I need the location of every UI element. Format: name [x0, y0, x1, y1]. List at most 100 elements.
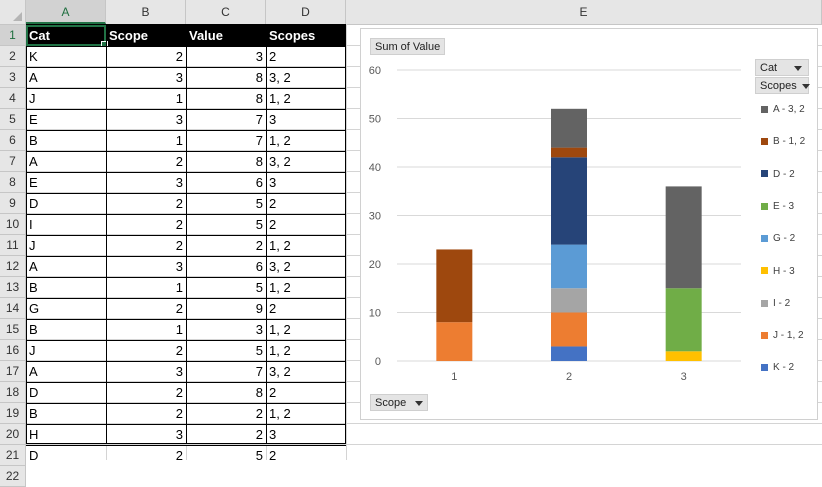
cell-cat[interactable]: J	[29, 91, 36, 106]
row-header-10[interactable]: 10	[0, 214, 26, 235]
cell-value[interactable]: 5	[255, 217, 263, 232]
cell-cat[interactable]: E	[29, 112, 38, 127]
cell-scope[interactable]: 2	[175, 238, 183, 253]
cell-value[interactable]: 8	[255, 70, 263, 85]
cell-scope[interactable]: 2	[175, 49, 183, 64]
cell-scopes[interactable]: 3	[269, 427, 277, 442]
cell-scopes[interactable]: 2	[269, 385, 277, 400]
cell-value[interactable]: 2	[255, 427, 263, 442]
cell-scopes[interactable]: 2	[269, 196, 277, 211]
cell-scopes[interactable]: 1, 2	[269, 343, 291, 358]
cell-scope[interactable]: 2	[175, 217, 183, 232]
cell-scopes[interactable]: 3, 2	[269, 154, 291, 169]
bar-segment[interactable]	[551, 147, 587, 158]
row-header-8[interactable]: 8	[0, 172, 26, 193]
cell-value[interactable]: 5	[255, 280, 263, 295]
cell-scopes[interactable]: 1, 2	[269, 91, 291, 106]
bar-segment[interactable]	[436, 322, 473, 361]
column-header-b[interactable]: B	[106, 0, 186, 24]
cell-scopes[interactable]: 1, 2	[269, 406, 291, 421]
row-header-3[interactable]: 3	[0, 67, 26, 88]
cell-scope[interactable]: 3	[175, 175, 183, 190]
cell-value[interactable]: 7	[255, 112, 263, 127]
cell-scopes[interactable]: 3, 2	[269, 259, 291, 274]
row-header-13[interactable]: 13	[0, 277, 26, 298]
cell-scopes[interactable]: 2	[269, 49, 277, 64]
cell-scopes[interactable]: 2	[269, 448, 277, 463]
cell-value[interactable]: 2	[255, 406, 263, 421]
cell-scope[interactable]: 2	[175, 301, 183, 316]
cell-scope[interactable]: 1	[175, 133, 183, 148]
row-header-20[interactable]: 20	[0, 424, 26, 445]
cell-cat[interactable]: I	[29, 217, 33, 232]
cell-scopes[interactable]: 3, 2	[269, 364, 291, 379]
bar-segment[interactable]	[551, 346, 587, 361]
row-header-12[interactable]: 12	[0, 256, 26, 277]
cat-filter-button[interactable]: Cat	[755, 59, 809, 76]
sum-of-value-button[interactable]: Sum of Value	[370, 38, 446, 55]
row-header-16[interactable]: 16	[0, 340, 26, 361]
cell-scopes[interactable]: 1, 2	[269, 238, 291, 253]
legend-entry[interactable]: E - 3	[761, 201, 794, 213]
cell-value[interactable]: 7	[255, 364, 263, 379]
cell-scopes[interactable]: 2	[269, 301, 277, 316]
cell-scope[interactable]: 3	[175, 364, 183, 379]
row-header-4[interactable]: 4	[0, 88, 26, 109]
cell-cat[interactable]: H	[29, 427, 39, 442]
legend-entry[interactable]: A - 3, 2	[761, 104, 805, 116]
cell-value[interactable]: 6	[255, 175, 263, 190]
row-header-2[interactable]: 2	[0, 46, 26, 67]
row-header-5[interactable]: 5	[0, 109, 26, 130]
cell-cat[interactable]: G	[29, 301, 40, 316]
cell-scope[interactable]: 2	[175, 448, 183, 463]
cell-cat[interactable]: D	[29, 448, 39, 463]
legend-entry[interactable]: D - 2	[761, 169, 795, 181]
scopes-filter-button[interactable]: Scopes	[755, 77, 810, 94]
cell-cat[interactable]: K	[29, 49, 38, 64]
row-header-17[interactable]: 17	[0, 361, 26, 382]
cell-value[interactable]: 9	[255, 301, 263, 316]
bar-segment[interactable]	[551, 157, 587, 245]
cell-cat[interactable]: D	[29, 196, 39, 211]
cell-value[interactable]: 5	[255, 343, 263, 358]
bar-segment[interactable]	[665, 351, 702, 361]
legend-entry[interactable]: I - 2	[761, 298, 790, 310]
cell-value[interactable]: 2	[255, 238, 263, 253]
cell-value[interactable]: 5	[255, 448, 263, 463]
cell-scope[interactable]: 2	[175, 406, 183, 421]
cell-scopes[interactable]: 3, 2	[269, 70, 291, 85]
cell-scopes[interactable]: 3	[269, 175, 277, 190]
cell-cat[interactable]: B	[29, 280, 38, 295]
scope-axis-filter-button[interactable]: Scope	[370, 394, 429, 411]
cell-value[interactable]: 8	[255, 91, 263, 106]
cell-value[interactable]: 8	[255, 154, 263, 169]
cell-cat[interactable]: B	[29, 133, 38, 148]
cell-cat[interactable]: J	[29, 238, 36, 253]
row-header-21[interactable]: 21	[0, 445, 26, 466]
bar-segment[interactable]	[551, 244, 587, 289]
cell-scope[interactable]: 1	[175, 322, 183, 337]
row-header-7[interactable]: 7	[0, 151, 26, 172]
pivot-chart[interactable]: 0 10 20 30 40 50 60 1 2 3 Sum of Value Cat Scopes…	[360, 28, 818, 420]
cell-scope[interactable]: 1	[175, 280, 183, 295]
cell-value[interactable]: 3	[255, 322, 263, 337]
column-header-a[interactable]: A	[26, 0, 106, 24]
header-cell-cat[interactable]: Cat	[26, 25, 106, 46]
bar-segment[interactable]	[665, 288, 702, 352]
cell-scope[interactable]: 2	[175, 154, 183, 169]
row-header-18[interactable]: 18	[0, 382, 26, 403]
cell-cat[interactable]: E	[29, 175, 38, 190]
cell-value[interactable]: 5	[255, 196, 263, 211]
row-header-6[interactable]: 6	[0, 130, 26, 151]
cell-scope[interactable]: 3	[175, 427, 183, 442]
row-header-9[interactable]: 9	[0, 193, 26, 214]
column-header-d[interactable]: D	[266, 0, 346, 24]
cell-cat[interactable]: B	[29, 406, 38, 421]
cell-scope[interactable]: 1	[175, 91, 183, 106]
cell-scope[interactable]: 2	[175, 343, 183, 358]
cell-scopes[interactable]: 1, 2	[269, 280, 291, 295]
cell-value[interactable]: 8	[255, 385, 263, 400]
cell-cat[interactable]: B	[29, 322, 38, 337]
cell-scopes[interactable]: 1, 2	[269, 322, 291, 337]
cell-scope[interactable]: 2	[175, 385, 183, 400]
